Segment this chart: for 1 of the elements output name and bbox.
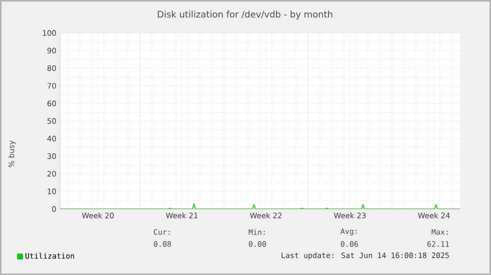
chart-title: Disk utilization for /dev/vdb - by month [158, 10, 332, 20]
